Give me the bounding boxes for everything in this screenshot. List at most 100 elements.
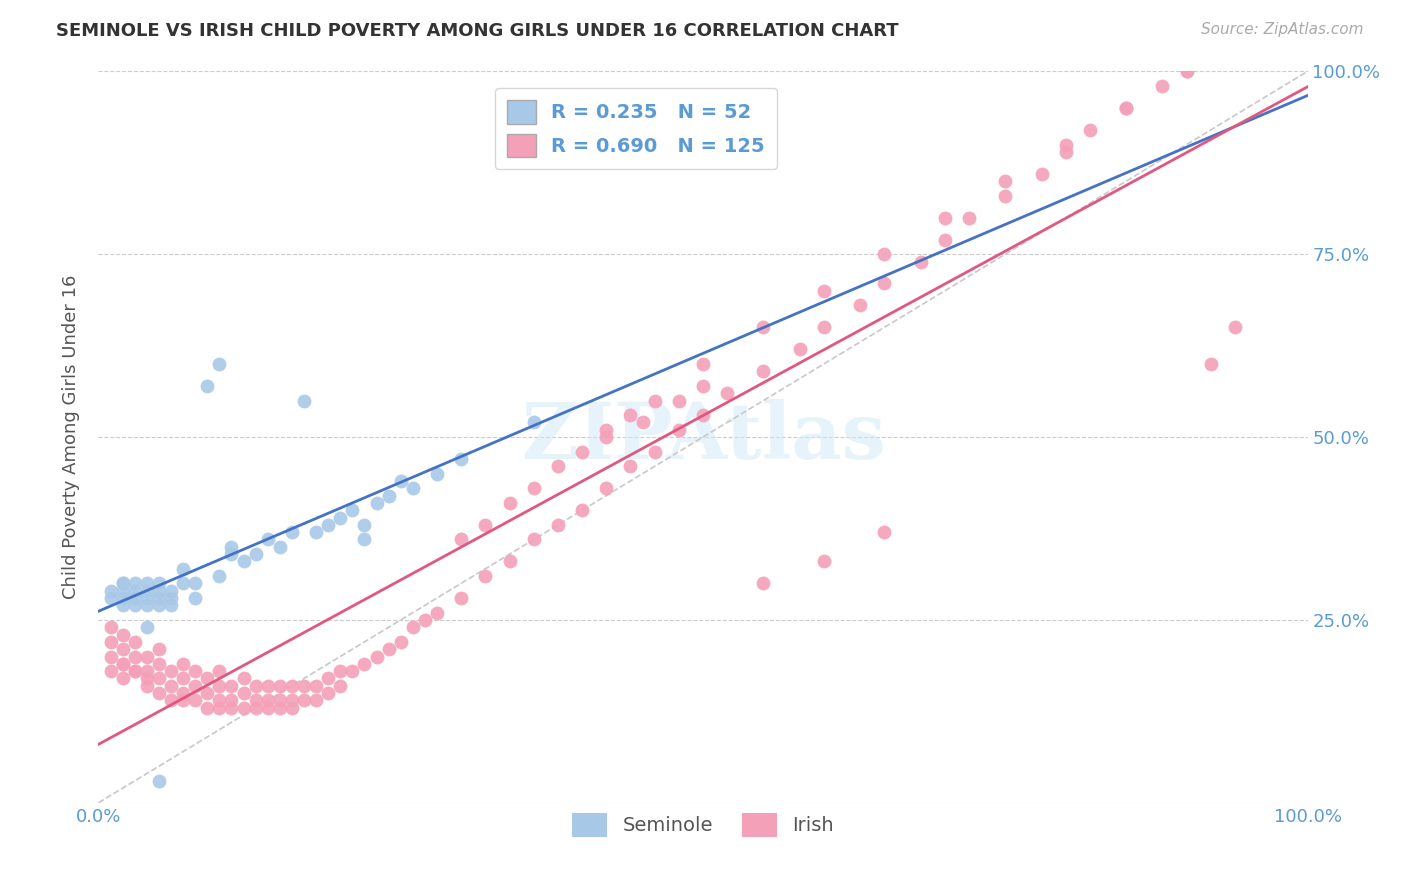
Point [402, 481, 425, 495]
Point [934, 211, 956, 225]
Legend: Seminole, Irish: Seminole, Irish [564, 805, 842, 845]
Point [124, 583, 146, 598]
Point [1152, 78, 1174, 93]
Point [160, 664, 183, 678]
Point [752, 364, 775, 378]
Point [523, 533, 546, 547]
Point [789, 343, 811, 357]
Point [292, 693, 315, 707]
Point [124, 591, 146, 605]
Point [148, 672, 170, 686]
Point [752, 320, 775, 334]
Point [184, 693, 207, 707]
Point [1078, 123, 1101, 137]
Point [124, 635, 146, 649]
Point [292, 679, 315, 693]
Point [221, 679, 243, 693]
Point [208, 357, 231, 371]
Point [547, 517, 569, 532]
Point [849, 298, 872, 312]
Point [305, 679, 328, 693]
Point [160, 599, 183, 613]
Point [957, 211, 980, 225]
Point [221, 540, 243, 554]
Point [172, 562, 194, 576]
Text: Source: ZipAtlas.com: Source: ZipAtlas.com [1201, 22, 1364, 37]
Point [172, 686, 194, 700]
Point [148, 576, 170, 591]
Point [305, 693, 328, 707]
Point [111, 583, 134, 598]
Point [232, 686, 254, 700]
Point [111, 627, 134, 641]
Point [873, 525, 896, 540]
Point [426, 467, 449, 481]
Point [644, 444, 666, 458]
Point [292, 393, 315, 408]
Point [256, 693, 278, 707]
Point [135, 583, 157, 598]
Point [281, 693, 304, 707]
Point [172, 672, 194, 686]
Point [195, 700, 218, 714]
Point [934, 233, 956, 247]
Point [1031, 167, 1053, 181]
Point [595, 481, 617, 495]
Point [316, 672, 339, 686]
Point [366, 649, 388, 664]
Point [413, 613, 436, 627]
Point [474, 517, 496, 532]
Point [668, 423, 690, 437]
Point [148, 773, 170, 788]
Point [184, 679, 207, 693]
Point [1199, 357, 1222, 371]
Point [195, 379, 218, 393]
Point [305, 525, 328, 540]
Point [1175, 64, 1198, 78]
Point [111, 576, 134, 591]
Point [100, 620, 122, 634]
Point [426, 606, 449, 620]
Point [245, 700, 267, 714]
Point [269, 540, 291, 554]
Point [498, 554, 520, 568]
Point [994, 188, 1017, 202]
Point [571, 444, 593, 458]
Point [148, 591, 170, 605]
Point [148, 686, 170, 700]
Point [172, 576, 194, 591]
Point [160, 591, 183, 605]
Point [994, 174, 1017, 188]
Point [124, 576, 146, 591]
Point [111, 642, 134, 657]
Point [245, 547, 267, 561]
Point [232, 700, 254, 714]
Point [342, 664, 364, 678]
Point [232, 554, 254, 568]
Point [160, 693, 183, 707]
Point [281, 525, 304, 540]
Point [692, 357, 714, 371]
Point [910, 254, 932, 268]
Point [245, 693, 267, 707]
Point [184, 664, 207, 678]
Point [619, 459, 641, 474]
Point [1115, 101, 1137, 115]
Point [329, 664, 352, 678]
Point [353, 533, 375, 547]
Point [148, 583, 170, 598]
Point [269, 693, 291, 707]
Point [184, 576, 207, 591]
Point [1223, 320, 1246, 334]
Point [389, 474, 412, 488]
Point [692, 379, 714, 393]
Point [377, 642, 399, 657]
Point [100, 649, 122, 664]
Point [813, 284, 835, 298]
Point [100, 664, 122, 678]
Point [195, 672, 218, 686]
Point [208, 569, 231, 583]
Point [100, 591, 122, 605]
Point [281, 700, 304, 714]
Point [316, 517, 339, 532]
